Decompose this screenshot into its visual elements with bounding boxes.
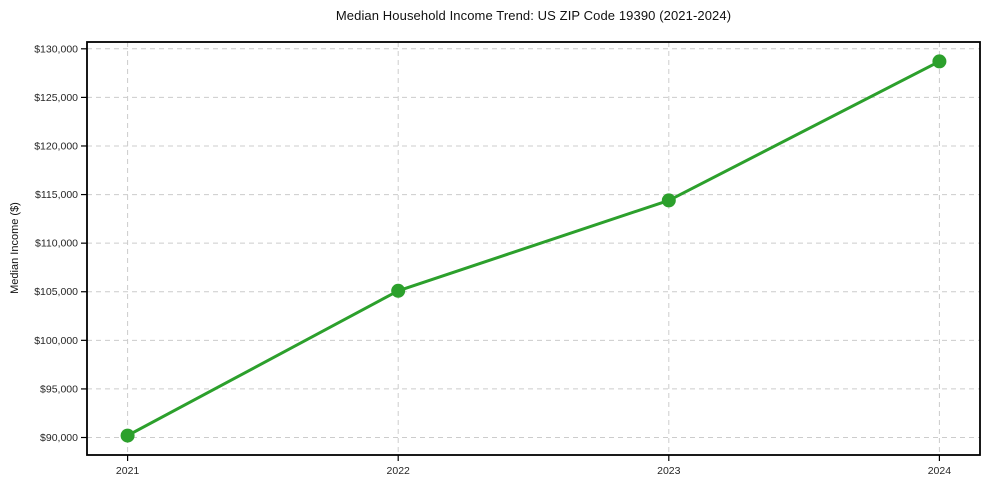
y-axis-label: Median Income ($) bbox=[9, 202, 21, 294]
chart-title: Median Household Income Trend: US ZIP Co… bbox=[335, 8, 732, 23]
x-tick-label: 2022 bbox=[387, 465, 411, 477]
y-tick-label: $100,000 bbox=[34, 335, 78, 347]
data-point-2023 bbox=[661, 193, 676, 208]
y-tick-label: $120,000 bbox=[34, 140, 78, 152]
data-point-2024 bbox=[932, 54, 947, 69]
y-tick-label: $105,000 bbox=[34, 286, 78, 298]
plot-border bbox=[86, 41, 981, 456]
data-point-2021 bbox=[120, 428, 135, 443]
data-point-2022 bbox=[391, 283, 406, 298]
x-tick-label: 2021 bbox=[116, 465, 140, 477]
trend-line bbox=[126, 59, 941, 438]
y-tick-label: $130,000 bbox=[34, 43, 78, 55]
y-tick-label: $95,000 bbox=[40, 383, 78, 395]
x-tick-label: 2024 bbox=[928, 465, 952, 477]
y-tick-label: $110,000 bbox=[35, 238, 78, 250]
y-tick-label: $90,000 bbox=[40, 432, 78, 444]
x-tick-label: 2023 bbox=[657, 465, 681, 477]
y-tick-label: $125,000 bbox=[34, 92, 78, 104]
y-tick-label: $115,000 bbox=[35, 189, 78, 201]
